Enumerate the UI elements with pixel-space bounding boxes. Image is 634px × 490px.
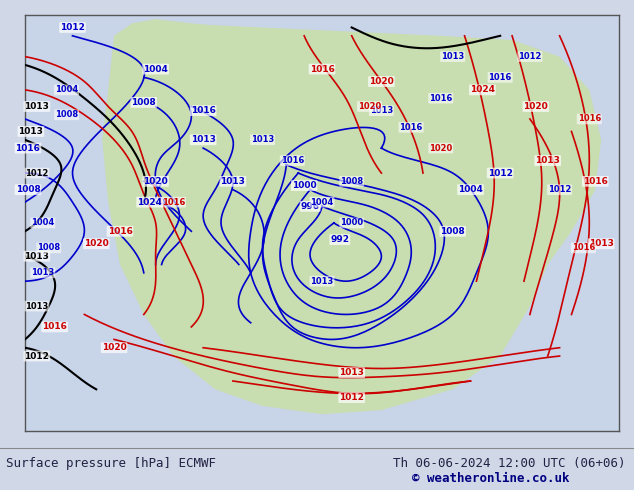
Text: 1020: 1020 — [429, 144, 453, 152]
Text: 1008: 1008 — [131, 98, 156, 107]
Text: 1024: 1024 — [470, 85, 495, 95]
Text: 1008: 1008 — [37, 244, 60, 252]
Text: 1012: 1012 — [518, 52, 541, 61]
Text: 1004: 1004 — [311, 197, 333, 207]
Text: 1020: 1020 — [358, 102, 381, 111]
Text: 1004: 1004 — [458, 185, 483, 194]
Text: 1016: 1016 — [162, 197, 185, 207]
Text: 1013: 1013 — [191, 135, 216, 144]
Text: © weatheronline.co.uk: © weatheronline.co.uk — [412, 472, 569, 485]
Text: 1013: 1013 — [25, 302, 48, 311]
Text: 1013: 1013 — [18, 127, 43, 136]
Text: 1016: 1016 — [309, 65, 334, 74]
Text: Th 06-06-2024 12:00 UTC (06+06): Th 06-06-2024 12:00 UTC (06+06) — [393, 457, 626, 470]
Text: 1013: 1013 — [25, 102, 49, 111]
Text: 1013: 1013 — [25, 252, 49, 261]
Text: 1013: 1013 — [311, 277, 333, 286]
Text: 1016: 1016 — [399, 123, 423, 132]
Text: 1024: 1024 — [137, 197, 162, 207]
Polygon shape — [114, 19, 233, 44]
Text: 1016: 1016 — [578, 115, 601, 123]
Text: 1016: 1016 — [281, 156, 304, 165]
Text: 1012: 1012 — [488, 169, 513, 177]
Text: 1012: 1012 — [60, 23, 85, 32]
Text: 1008: 1008 — [340, 177, 363, 186]
Text: 1004: 1004 — [55, 85, 78, 95]
Polygon shape — [102, 24, 601, 414]
Text: 1008: 1008 — [440, 227, 465, 236]
Text: 1020: 1020 — [101, 343, 126, 352]
Text: 1013: 1013 — [441, 52, 464, 61]
Text: 1004: 1004 — [31, 219, 55, 227]
Text: 1000: 1000 — [292, 181, 316, 190]
Polygon shape — [120, 56, 144, 69]
Text: 996: 996 — [301, 202, 320, 211]
Text: 1013: 1013 — [221, 177, 245, 186]
Text: 1016: 1016 — [489, 73, 512, 82]
Text: 1020: 1020 — [369, 77, 394, 86]
Text: 1020: 1020 — [524, 102, 548, 111]
Text: 1013: 1013 — [370, 106, 393, 115]
Text: 1016: 1016 — [191, 106, 216, 115]
Text: 1020: 1020 — [143, 177, 168, 186]
Text: 1008: 1008 — [16, 185, 41, 194]
Text: 1013: 1013 — [251, 135, 275, 144]
Text: 1012: 1012 — [548, 185, 571, 194]
Text: 1020: 1020 — [84, 239, 108, 248]
Text: 1016: 1016 — [572, 244, 595, 252]
Text: 1012: 1012 — [25, 169, 49, 177]
Text: 992: 992 — [330, 235, 349, 244]
Text: 1012: 1012 — [339, 393, 364, 402]
Text: 1013: 1013 — [535, 156, 560, 165]
Text: 1013: 1013 — [589, 239, 614, 248]
Text: Surface pressure [hPa] ECMWF: Surface pressure [hPa] ECMWF — [6, 457, 216, 470]
Text: 1016: 1016 — [429, 94, 453, 103]
Text: 1012: 1012 — [25, 351, 49, 361]
Text: 1000: 1000 — [340, 219, 363, 227]
Text: 1016: 1016 — [42, 322, 67, 331]
Text: 1008: 1008 — [55, 110, 78, 120]
Text: 1013: 1013 — [339, 368, 364, 377]
Text: 1004: 1004 — [143, 65, 168, 74]
Polygon shape — [108, 90, 126, 102]
Text: 1013: 1013 — [31, 269, 55, 277]
Text: 1016: 1016 — [108, 227, 133, 236]
Text: 1016: 1016 — [583, 177, 607, 186]
Text: 1016: 1016 — [15, 144, 41, 152]
